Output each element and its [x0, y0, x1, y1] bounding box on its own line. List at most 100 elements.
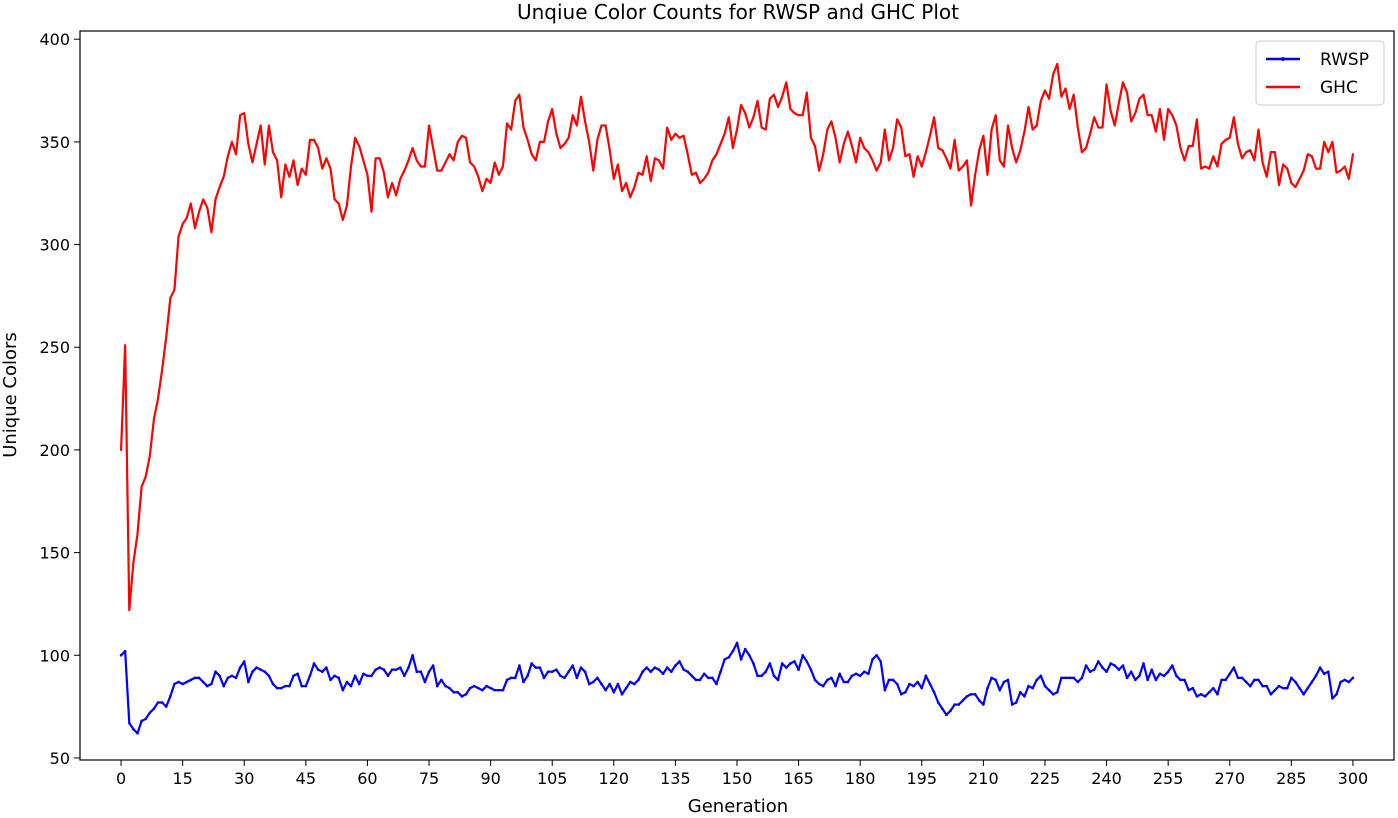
x-tick-label-90: 90	[480, 769, 500, 788]
series-point-rwsp-292	[1318, 666, 1322, 669]
series-point-rwsp-259	[1183, 678, 1186, 682]
series-point-rwsp-279	[1265, 684, 1269, 688]
y-axis: 50 100 150 200 250 300 350 400	[39, 30, 80, 768]
series-point-rwsp-60	[366, 674, 369, 678]
series-point-rwsp-48	[316, 668, 320, 671]
series-point-rwsp-20	[201, 680, 205, 684]
series-point-rwsp-54	[341, 688, 345, 692]
series-point-rwsp-208	[973, 692, 977, 696]
x-tick-label-15: 15	[172, 769, 192, 788]
series-point-rwsp-131	[657, 668, 661, 671]
series-point-rwsp-30	[242, 660, 246, 663]
series-point-rwsp-290	[1310, 680, 1314, 684]
series-point-rwsp-75	[427, 670, 431, 673]
series-point-rwsp-15	[181, 682, 184, 686]
chart-title: Unqiue Color Counts for RWSP and GHC Plo…	[517, 0, 959, 24]
series-point-rwsp-124	[628, 680, 632, 684]
series-point-rwsp-287	[1298, 686, 1301, 690]
x-tick-label-60: 60	[357, 769, 377, 788]
series-point-rwsp-149	[731, 649, 735, 653]
series-point-rwsp-217	[1010, 703, 1014, 706]
series-point-rwsp-31	[247, 680, 250, 684]
series-point-rwsp-223	[1035, 678, 1039, 682]
y-tick-label-350: 350	[39, 133, 70, 152]
y-tick-label-150: 150	[39, 544, 70, 563]
series-point-rwsp-245	[1125, 676, 1129, 680]
series-point-rwsp-63	[378, 666, 382, 669]
series-point-rwsp-146	[719, 670, 722, 673]
series-point-rwsp-280	[1269, 692, 1273, 696]
series-point-rwsp-170	[817, 682, 821, 686]
series-point-rwsp-197	[928, 682, 932, 686]
series-point-rwsp-125	[633, 682, 636, 686]
series-point-rwsp-289	[1306, 686, 1310, 690]
x-tick-label-270: 270	[1214, 769, 1245, 788]
series-point-rwsp-126	[637, 678, 640, 682]
series-point-rwsp-186	[883, 688, 887, 692]
series-point-rwsp-2	[127, 721, 131, 725]
series-point-rwsp-296	[1335, 692, 1338, 696]
series-point-rwsp-250	[1146, 678, 1149, 682]
legend-label-ghc: GHC	[1320, 78, 1358, 98]
legend-label-rwsp: RWSP	[1320, 50, 1369, 70]
x-tick-label-300: 300	[1338, 769, 1369, 788]
series-point-rwsp-269	[1224, 678, 1227, 682]
series-point-rwsp-98	[522, 680, 525, 684]
series-point-rwsp-101	[534, 666, 538, 669]
series-point-rwsp-64	[382, 668, 386, 671]
series-point-rwsp-85	[468, 686, 472, 690]
series-point-rwsp-14	[177, 680, 180, 684]
x-tick-label-120: 120	[599, 769, 630, 788]
series-point-rwsp-283	[1281, 686, 1285, 690]
series-point-rwsp-123	[624, 686, 628, 690]
series-point-rwsp-272	[1236, 676, 1240, 680]
series-point-rwsp-50	[325, 666, 328, 669]
series-point-rwsp-142	[702, 672, 706, 676]
series-point-rwsp-27	[230, 674, 234, 678]
series-point-rwsp-233	[1076, 680, 1080, 684]
series-point-rwsp-69	[403, 674, 406, 678]
y-tick-label-300: 300	[39, 236, 70, 255]
series-point-rwsp-225	[1043, 684, 1047, 688]
series-point-rwsp-200	[941, 707, 944, 710]
series-point-rwsp-183	[871, 658, 874, 661]
series-point-rwsp-267	[1216, 692, 1219, 696]
legend: RWSP GHC	[1255, 40, 1385, 106]
series-point-rwsp-211	[986, 686, 989, 690]
series-point-rwsp-99	[526, 674, 529, 678]
series-point-rwsp-138	[686, 670, 690, 673]
series-point-rwsp-293	[1322, 672, 1326, 676]
series-point-rwsp-300	[1351, 676, 1355, 680]
series-point-rwsp-201	[945, 713, 948, 717]
series-point-rwsp-4	[136, 732, 139, 735]
series-point-rwsp-172	[826, 678, 829, 682]
series-point-rwsp-19	[197, 676, 201, 680]
series-point-rwsp-275	[1248, 684, 1252, 688]
series-point-rwsp-241	[1109, 662, 1112, 665]
series-point-rwsp-238	[1097, 660, 1100, 663]
series-point-rwsp-111	[575, 676, 579, 680]
series-point-rwsp-181	[862, 670, 866, 673]
series-point-rwsp-57	[353, 674, 357, 678]
series-point-rwsp-70	[407, 666, 410, 669]
series-point-rwsp-239	[1101, 666, 1104, 669]
series-point-rwsp-41	[288, 684, 291, 688]
series-point-rwsp-1	[123, 649, 127, 653]
series-point-rwsp-216	[1006, 678, 1010, 682]
series-point-rwsp-288	[1302, 692, 1305, 696]
series-point-rwsp-209	[977, 699, 981, 702]
series-point-rwsp-249	[1142, 662, 1145, 665]
y-tick-label-50: 50	[50, 749, 70, 768]
series-point-rwsp-243	[1117, 668, 1121, 671]
x-tick-label-195: 195	[907, 769, 938, 788]
series-point-rwsp-8	[152, 707, 156, 710]
series-point-rwsp-73	[419, 670, 423, 673]
series-point-rwsp-78	[440, 678, 443, 682]
series-point-rwsp-9	[156, 701, 160, 704]
legend-box	[1255, 40, 1385, 106]
series-point-rwsp-55	[345, 680, 349, 684]
series-point-rwsp-166	[801, 653, 804, 657]
series-point-rwsp-257	[1175, 674, 1178, 678]
series-point-rwsp-151	[739, 658, 743, 661]
